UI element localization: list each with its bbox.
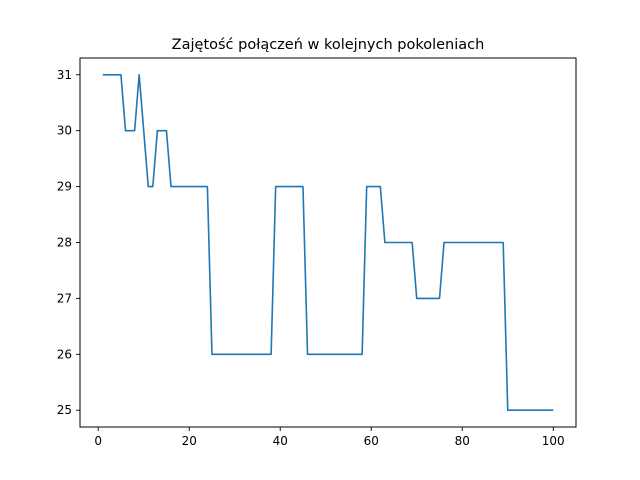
- x-tick-label: 0: [94, 434, 102, 448]
- x-tick-label: 20: [182, 434, 197, 448]
- y-tick-label: 27: [57, 291, 72, 305]
- x-tick-label: 80: [455, 434, 470, 448]
- y-axis: 25 26 27 28 29 30 31: [57, 68, 80, 417]
- plot-area: [102, 73, 554, 412]
- series-line: [102, 73, 554, 412]
- x-tick-label: 40: [273, 434, 288, 448]
- plot-frame: [79, 57, 577, 428]
- chart-title: Zajętość połączeń w kolejnych pokoleniac…: [172, 37, 485, 53]
- y-tick-label: 29: [57, 180, 72, 194]
- x-tick-label: 60: [364, 434, 379, 448]
- y-tick-label: 31: [57, 68, 72, 82]
- x-axis: 0 20 40 60 80 100: [94, 427, 565, 448]
- y-tick-label: 25: [57, 403, 72, 417]
- y-tick-label: 30: [57, 124, 72, 138]
- y-tick-label: 28: [57, 236, 72, 250]
- y-tick-label: 26: [57, 347, 72, 361]
- x-tick-label: 100: [542, 434, 565, 448]
